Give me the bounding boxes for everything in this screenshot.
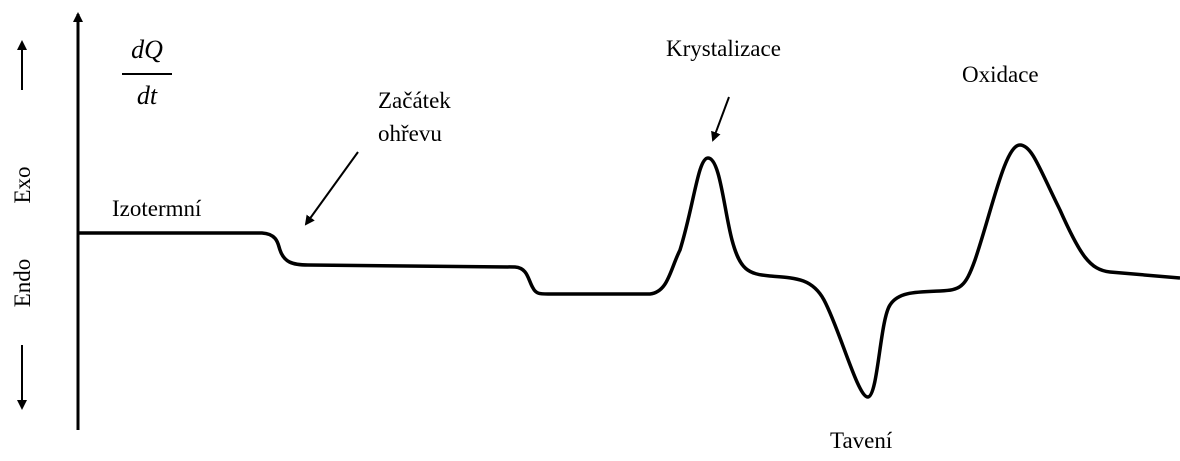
heating-arrow (304, 151, 359, 226)
dsc-curve (78, 143, 1180, 399)
heating-label-1: Začátek (378, 88, 451, 113)
isothermal-label: Izotermní (112, 196, 202, 221)
oxidation-label: Oxidace (962, 62, 1039, 87)
melting-label: Tavení (830, 428, 893, 453)
crystallization-label: Krystalizace (666, 36, 781, 61)
exo-label: Exo (10, 166, 35, 203)
crystallization-arrow (711, 96, 730, 142)
heating-label-2: ohřevu (378, 121, 442, 146)
endo-label: Endo (10, 259, 35, 308)
label-numerator: dQ (131, 35, 163, 64)
label-denominator: dt (137, 81, 158, 110)
